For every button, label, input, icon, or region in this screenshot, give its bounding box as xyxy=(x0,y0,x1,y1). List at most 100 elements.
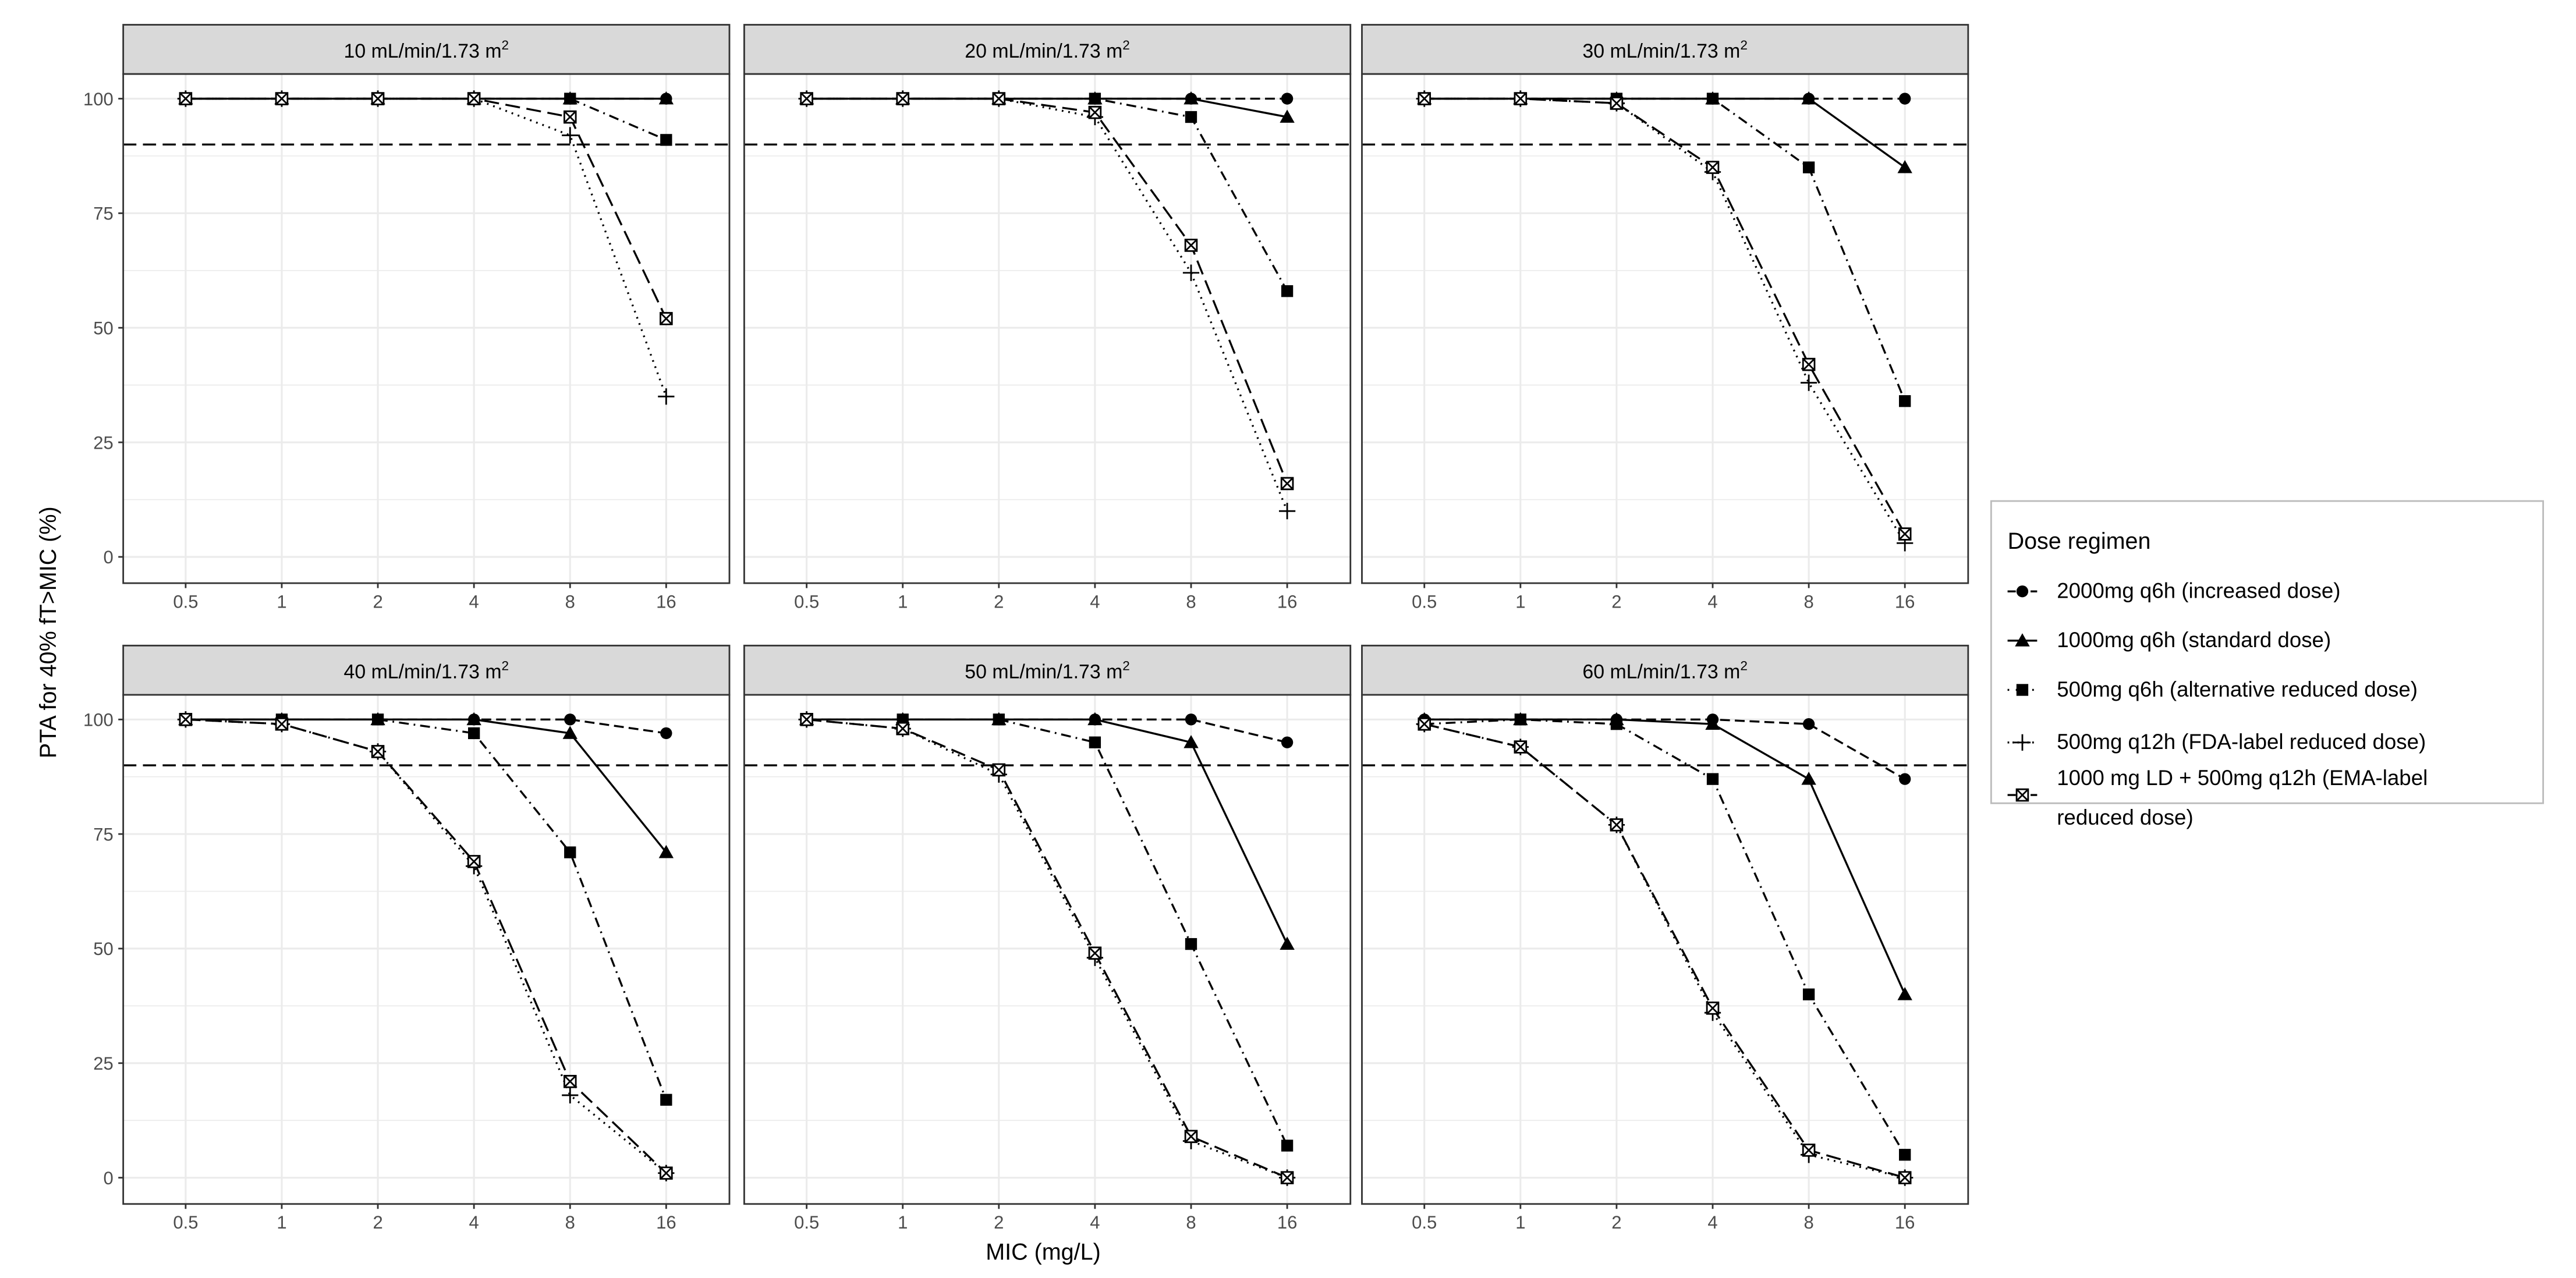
data-point-boxed-x xyxy=(275,92,289,105)
data-point-boxed-x xyxy=(896,92,910,105)
data-point-square xyxy=(1185,938,1197,950)
x-tick-label: 16 xyxy=(656,1212,676,1233)
legend-label: 500mg q6h (alternative reduced dose) xyxy=(2057,677,2418,701)
data-point-square xyxy=(371,713,384,726)
x-tick-label: 8 xyxy=(1186,591,1196,612)
x-tick-label: 4 xyxy=(1707,591,1717,612)
facet-panel: 30 mL/min/1.73 m2 0.5 1 2 4 8 16 xyxy=(1361,24,1969,612)
legend-entry: 500mg q6h (alternative reduced dose) xyxy=(2007,677,2418,701)
data-point-boxed-x xyxy=(1802,1144,1816,1157)
data-point-boxed-x xyxy=(1418,92,1431,105)
y-tick-label: 50 xyxy=(93,318,114,339)
data-point-circle xyxy=(1899,773,1911,785)
facet-title-superscript: 2 xyxy=(1740,38,1748,52)
data-point-boxed-x xyxy=(467,855,481,868)
legend-key-square-icon xyxy=(2016,684,2029,696)
x-tick-label: 8 xyxy=(1803,1212,1813,1233)
x-tick-label: 16 xyxy=(1277,1212,1298,1233)
legend-label: 2000mg q6h (increased dose) xyxy=(2057,578,2340,602)
series-line xyxy=(806,718,1288,1146)
x-tick-label: 2 xyxy=(994,1212,1004,1233)
data-point-triangle xyxy=(1184,734,1199,748)
data-point-boxed-x xyxy=(1088,105,1102,119)
y-tick-label: 0 xyxy=(103,547,113,567)
series-line xyxy=(806,718,1288,1179)
data-point-square xyxy=(1899,1149,1911,1161)
data-point-boxed-x xyxy=(800,92,813,105)
data-point-triangle xyxy=(1801,771,1816,785)
x-tick-label: 1 xyxy=(898,1212,908,1233)
facet-title-superscript: 2 xyxy=(502,38,509,52)
data-point-square xyxy=(1281,1139,1294,1152)
x-tick-label: 2 xyxy=(1611,591,1621,612)
data-point-square xyxy=(1185,111,1197,123)
panel-frame xyxy=(1361,73,1969,584)
legend-entry: 1000mg q6h (standard dose) xyxy=(2007,628,2331,652)
x-tick-label: 1 xyxy=(277,591,286,612)
data-point-square xyxy=(1514,713,1526,726)
series-5 xyxy=(179,712,673,1180)
x-tick-label: 2 xyxy=(994,591,1004,612)
legend-label: 1000 mg LD + 500mg q12h (EMA-label xyxy=(2057,766,2428,790)
x-tick-label: 4 xyxy=(1090,1212,1100,1233)
series-line xyxy=(806,718,1288,1179)
data-point-triangle xyxy=(1280,936,1295,950)
legend-title: Dose regimen xyxy=(2008,528,2151,554)
x-tick-label: 8 xyxy=(565,591,575,612)
series-3 xyxy=(179,713,672,1106)
series-5 xyxy=(800,92,1294,491)
series-line xyxy=(185,97,667,397)
data-point-plus xyxy=(1182,264,1200,281)
data-point-boxed-x xyxy=(800,712,813,726)
legend-key-triangle-icon xyxy=(2015,633,2030,647)
x-tick-label: 8 xyxy=(1186,1212,1196,1233)
series-line xyxy=(1424,97,1906,535)
panel-frame xyxy=(1361,694,1969,1205)
x-tick-label: 0.5 xyxy=(1412,591,1437,612)
data-point-square xyxy=(993,713,1005,726)
facet-panel: 50 mL/min/1.73 m2 0.5 1 2 4 8 16 xyxy=(743,644,1352,1233)
series-line xyxy=(185,718,667,1100)
x-tick-label: 8 xyxy=(565,1212,575,1233)
facet-strip xyxy=(122,644,731,696)
data-point-boxed-x xyxy=(1280,1171,1294,1184)
data-point-triangle xyxy=(1087,712,1103,726)
legend: Dose regimen 2000mg q6h (increased dose)… xyxy=(1990,500,2544,829)
facet-title-superscript: 2 xyxy=(1740,659,1748,673)
legend-label: 1000mg q6h (standard dose) xyxy=(2057,628,2331,652)
x-tick-label: 1 xyxy=(1515,591,1525,612)
data-point-plus xyxy=(562,127,579,144)
data-point-boxed-x xyxy=(563,1075,577,1088)
data-point-square xyxy=(1706,93,1719,105)
y-tick-label: 25 xyxy=(93,432,114,453)
legend-key-boxed-x-icon xyxy=(2015,788,2029,802)
data-point-triangle xyxy=(1801,91,1816,105)
data-point-boxed-x xyxy=(1610,97,1624,110)
data-point-triangle xyxy=(466,712,481,726)
x-axis-label: MIC (mg/L) xyxy=(986,1240,1101,1265)
x-tick-label: 1 xyxy=(277,1212,286,1233)
data-point-square xyxy=(468,727,480,740)
x-tick-label: 8 xyxy=(1803,591,1813,612)
panel-frame xyxy=(743,694,1352,1205)
x-tick-label: 2 xyxy=(1611,1212,1621,1233)
data-point-plus xyxy=(562,1087,579,1104)
data-point-boxed-x xyxy=(1706,1002,1720,1015)
data-point-square xyxy=(660,1094,672,1106)
data-point-boxed-x xyxy=(275,717,289,731)
legend-entry: 2000mg q6h (increased dose) xyxy=(2007,578,2340,602)
x-tick-label: 16 xyxy=(1895,1212,1915,1233)
series-line xyxy=(185,718,667,1174)
facet-title-superscript: 2 xyxy=(502,659,509,673)
facet-panel: 20 mL/min/1.73 m2 0.5 1 2 4 8 16 xyxy=(743,24,1352,612)
x-tick-label: 16 xyxy=(1895,591,1915,612)
x-tick-label: 4 xyxy=(1090,591,1100,612)
x-tick-label: 0.5 xyxy=(794,591,819,612)
data-point-triangle xyxy=(1280,109,1295,123)
data-point-square xyxy=(1706,773,1719,785)
y-tick-label: 75 xyxy=(93,824,114,844)
facet-title: 10 mL/min/1.73 m2 xyxy=(344,38,509,62)
series-line xyxy=(806,97,1288,484)
data-point-square xyxy=(564,93,576,105)
